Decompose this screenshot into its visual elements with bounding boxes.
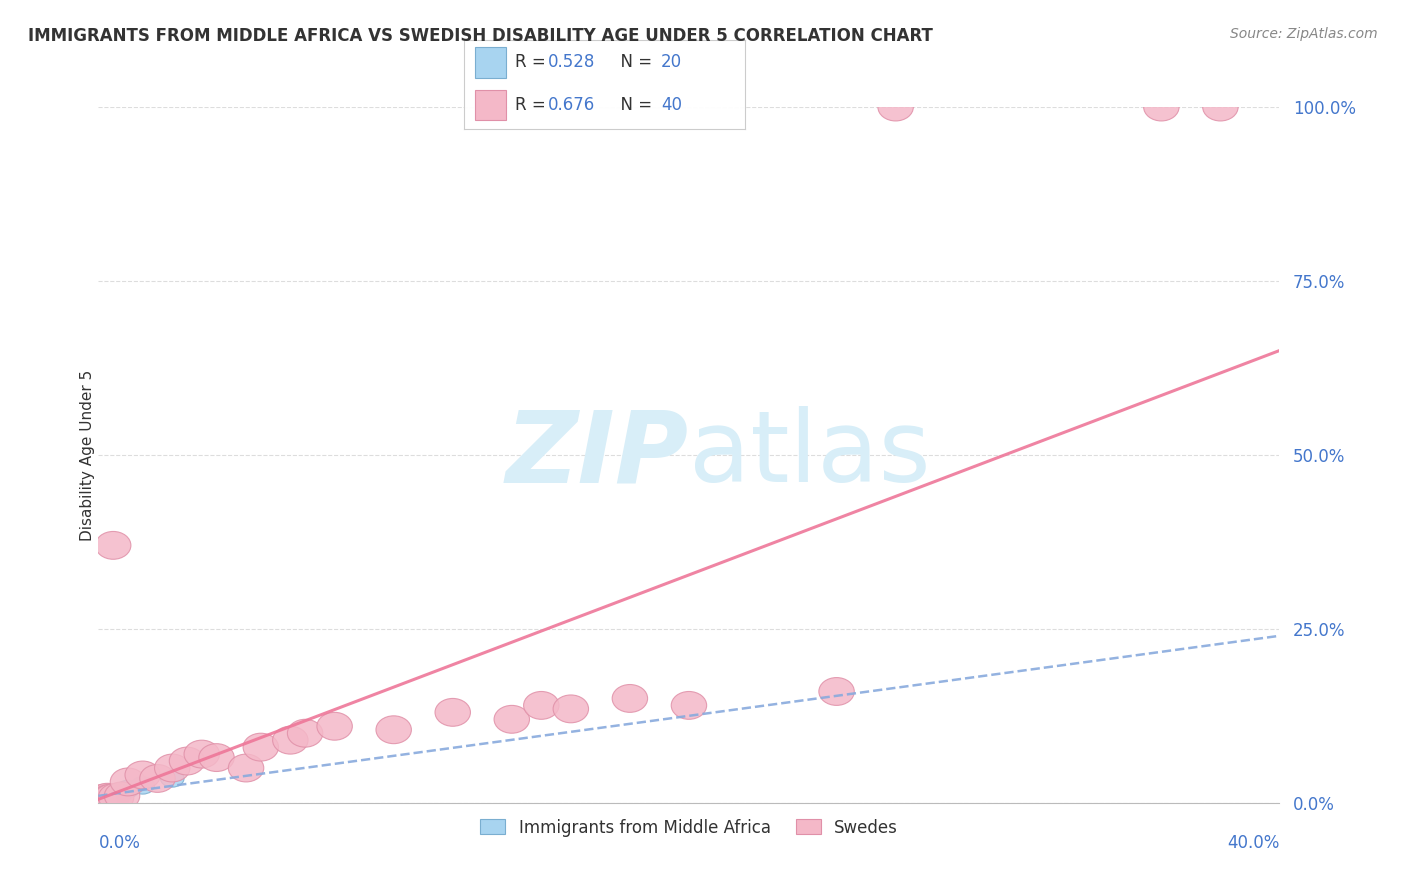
- Text: IMMIGRANTS FROM MIDDLE AFRICA VS SWEDISH DISABILITY AGE UNDER 5 CORRELATION CHAR: IMMIGRANTS FROM MIDDLE AFRICA VS SWEDISH…: [28, 27, 934, 45]
- Ellipse shape: [553, 695, 589, 723]
- Ellipse shape: [117, 780, 139, 797]
- Ellipse shape: [91, 791, 115, 809]
- Ellipse shape: [84, 786, 120, 814]
- Ellipse shape: [125, 761, 160, 789]
- Ellipse shape: [1202, 93, 1239, 121]
- Ellipse shape: [612, 684, 648, 713]
- Ellipse shape: [94, 784, 129, 812]
- Ellipse shape: [198, 744, 235, 772]
- Legend: Immigrants from Middle Africa, Swedes: Immigrants from Middle Africa, Swedes: [474, 812, 904, 843]
- Ellipse shape: [91, 785, 127, 813]
- Text: 40.0%: 40.0%: [1227, 834, 1279, 852]
- Ellipse shape: [89, 792, 111, 809]
- Ellipse shape: [98, 791, 122, 809]
- Ellipse shape: [87, 785, 122, 814]
- Text: R =: R =: [515, 96, 551, 114]
- Ellipse shape: [523, 691, 560, 719]
- Text: 0.0%: 0.0%: [98, 834, 141, 852]
- Text: ZIP: ZIP: [506, 407, 689, 503]
- Ellipse shape: [273, 726, 308, 754]
- Ellipse shape: [84, 788, 120, 815]
- Text: 40: 40: [661, 96, 682, 114]
- Ellipse shape: [90, 793, 114, 810]
- Ellipse shape: [110, 768, 146, 796]
- Ellipse shape: [818, 678, 855, 706]
- Ellipse shape: [131, 777, 155, 794]
- Text: 20: 20: [661, 54, 682, 71]
- Ellipse shape: [110, 784, 134, 801]
- Ellipse shape: [86, 785, 121, 813]
- Ellipse shape: [101, 789, 125, 806]
- Ellipse shape: [86, 787, 121, 814]
- Ellipse shape: [494, 706, 530, 733]
- Ellipse shape: [877, 93, 914, 121]
- Ellipse shape: [155, 754, 190, 782]
- Ellipse shape: [90, 783, 125, 811]
- Ellipse shape: [97, 790, 121, 808]
- Ellipse shape: [1143, 93, 1180, 121]
- Ellipse shape: [96, 789, 120, 806]
- Ellipse shape: [89, 790, 112, 808]
- Ellipse shape: [228, 754, 264, 782]
- Ellipse shape: [83, 785, 118, 814]
- Ellipse shape: [89, 784, 124, 812]
- Ellipse shape: [160, 770, 184, 787]
- Ellipse shape: [93, 785, 128, 814]
- Ellipse shape: [96, 532, 131, 559]
- Ellipse shape: [671, 691, 707, 719]
- Ellipse shape: [98, 783, 134, 811]
- Text: 0.528: 0.528: [548, 54, 596, 71]
- Text: 0.676: 0.676: [548, 96, 596, 114]
- Ellipse shape: [316, 713, 353, 740]
- Y-axis label: Disability Age Under 5: Disability Age Under 5: [80, 369, 94, 541]
- Ellipse shape: [103, 790, 127, 808]
- Bar: [475, 90, 506, 120]
- Text: Source: ZipAtlas.com: Source: ZipAtlas.com: [1230, 27, 1378, 41]
- Ellipse shape: [243, 733, 278, 761]
- Text: atlas: atlas: [689, 407, 931, 503]
- Ellipse shape: [434, 698, 471, 726]
- Text: N =: N =: [610, 96, 658, 114]
- Ellipse shape: [104, 782, 139, 810]
- Ellipse shape: [89, 785, 124, 814]
- Bar: [475, 47, 506, 78]
- Ellipse shape: [139, 764, 176, 792]
- Ellipse shape: [94, 790, 118, 808]
- Text: R =: R =: [515, 54, 551, 71]
- Ellipse shape: [100, 790, 124, 807]
- Text: N =: N =: [610, 54, 658, 71]
- Ellipse shape: [184, 740, 219, 768]
- Ellipse shape: [82, 787, 118, 814]
- Ellipse shape: [169, 747, 205, 775]
- Ellipse shape: [93, 791, 117, 809]
- Ellipse shape: [287, 719, 323, 747]
- Ellipse shape: [91, 792, 115, 809]
- Ellipse shape: [93, 790, 117, 807]
- Ellipse shape: [104, 787, 128, 805]
- Ellipse shape: [94, 792, 118, 809]
- Ellipse shape: [375, 715, 412, 744]
- Ellipse shape: [87, 786, 122, 814]
